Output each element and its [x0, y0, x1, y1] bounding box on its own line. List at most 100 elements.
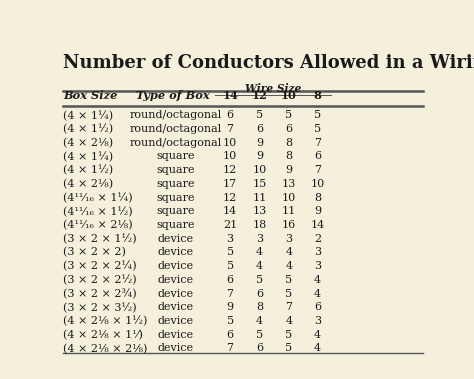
Text: 8: 8: [256, 302, 263, 312]
Text: 10: 10: [223, 152, 237, 161]
Text: 13: 13: [282, 179, 296, 189]
Text: device: device: [158, 261, 194, 271]
Text: 7: 7: [285, 302, 292, 312]
Text: square: square: [156, 179, 195, 189]
Text: 2: 2: [314, 234, 321, 244]
Text: 3: 3: [227, 234, 234, 244]
Text: 8: 8: [314, 193, 321, 202]
Text: 13: 13: [252, 206, 266, 216]
Text: device: device: [158, 316, 194, 326]
Text: square: square: [156, 220, 195, 230]
Text: 3: 3: [314, 261, 321, 271]
Text: 5: 5: [256, 275, 263, 285]
Text: 11: 11: [252, 193, 266, 202]
Text: 6: 6: [256, 124, 263, 134]
Text: 15: 15: [252, 179, 266, 189]
Text: 8: 8: [285, 152, 292, 161]
Text: 9: 9: [314, 206, 321, 216]
Text: 5: 5: [314, 110, 321, 120]
Text: device: device: [158, 234, 194, 244]
Text: 11: 11: [282, 206, 296, 216]
Text: (4 × 2⅛): (4 × 2⅛): [63, 179, 113, 189]
Text: 9: 9: [256, 138, 263, 148]
Text: 5: 5: [256, 110, 263, 120]
Text: square: square: [156, 165, 195, 175]
Text: 3: 3: [256, 234, 263, 244]
Text: 8: 8: [285, 138, 292, 148]
Text: device: device: [158, 343, 194, 354]
Text: device: device: [158, 288, 194, 299]
Text: 6: 6: [285, 124, 292, 134]
Text: 4: 4: [256, 261, 263, 271]
Text: 7: 7: [227, 124, 234, 134]
Text: 4: 4: [285, 316, 292, 326]
Text: 5: 5: [285, 275, 292, 285]
Text: (4 × 1½): (4 × 1½): [63, 124, 113, 135]
Text: 8: 8: [313, 90, 321, 101]
Text: 10: 10: [281, 90, 297, 101]
Text: 3: 3: [314, 247, 321, 257]
Text: 6: 6: [314, 302, 321, 312]
Text: (4¹¹⁄₁₆ × 1½): (4¹¹⁄₁₆ × 1½): [63, 206, 133, 217]
Text: square: square: [156, 152, 195, 161]
Text: 4: 4: [314, 330, 321, 340]
Text: (4 × 2⅛ × 1½): (4 × 2⅛ × 1½): [63, 316, 147, 327]
Text: 21: 21: [223, 220, 237, 230]
Text: 4: 4: [256, 247, 263, 257]
Text: (4 × 2⅛): (4 × 2⅛): [63, 138, 113, 148]
Text: Box Size: Box Size: [63, 90, 117, 101]
Text: (3 × 2 × 2¼): (3 × 2 × 2¼): [63, 261, 137, 272]
Text: 14: 14: [223, 206, 237, 216]
Text: 10: 10: [310, 179, 324, 189]
Text: 9: 9: [285, 165, 292, 175]
Text: (4 × 2⅛ × 2⅛): (4 × 2⅛ × 2⅛): [63, 343, 147, 354]
Text: 5: 5: [227, 316, 234, 326]
Text: round/octagonal: round/octagonal: [130, 124, 222, 134]
Text: 10: 10: [282, 193, 296, 202]
Text: 6: 6: [256, 288, 263, 299]
Text: 6: 6: [227, 275, 234, 285]
Text: 17: 17: [223, 179, 237, 189]
Text: 6: 6: [256, 343, 263, 354]
Text: square: square: [156, 193, 195, 202]
Text: device: device: [158, 247, 194, 257]
Text: 12: 12: [223, 193, 237, 202]
Text: (4 × 1¼): (4 × 1¼): [63, 152, 113, 162]
Text: device: device: [158, 275, 194, 285]
Text: 14: 14: [222, 90, 238, 101]
Text: 7: 7: [227, 288, 234, 299]
Text: 14: 14: [310, 220, 324, 230]
Text: 3: 3: [285, 234, 292, 244]
Text: round/octagonal: round/octagonal: [130, 138, 222, 148]
Text: 18: 18: [252, 220, 266, 230]
Text: (4¹¹⁄₁₆ × 2⅛): (4¹¹⁄₁₆ × 2⅛): [63, 220, 133, 230]
Text: 5: 5: [285, 110, 292, 120]
Text: 12: 12: [252, 90, 267, 101]
Text: 16: 16: [282, 220, 296, 230]
Text: 9: 9: [227, 302, 234, 312]
Text: 5: 5: [227, 261, 234, 271]
Text: 4: 4: [314, 275, 321, 285]
Text: 4: 4: [256, 316, 263, 326]
Text: 5: 5: [314, 124, 321, 134]
Text: Wire Size: Wire Size: [245, 83, 301, 94]
Text: Number of Conductors Allowed in a Wiring Box: Number of Conductors Allowed in a Wiring…: [63, 54, 474, 72]
Text: 12: 12: [223, 165, 237, 175]
Text: (3 × 2 × 3½): (3 × 2 × 3½): [63, 302, 137, 313]
Text: 4: 4: [285, 247, 292, 257]
Text: 7: 7: [227, 343, 234, 354]
Text: (4 × 1¼): (4 × 1¼): [63, 110, 113, 121]
Text: 6: 6: [227, 330, 234, 340]
Text: (3 × 2 × 2¾): (3 × 2 × 2¾): [63, 288, 137, 299]
Text: 9: 9: [256, 152, 263, 161]
Text: device: device: [158, 330, 194, 340]
Text: (3 × 2 × 1½): (3 × 2 × 1½): [63, 234, 137, 244]
Text: 6: 6: [227, 110, 234, 120]
Text: (4 × 2⅛ × 1⅟): (4 × 2⅛ × 1⅟): [63, 330, 143, 340]
Text: square: square: [156, 206, 195, 216]
Text: (3 × 2 × 2½): (3 × 2 × 2½): [63, 275, 137, 285]
Text: (3 × 2 × 2): (3 × 2 × 2): [63, 247, 126, 258]
Text: 4: 4: [314, 288, 321, 299]
Text: 10: 10: [223, 138, 237, 148]
Text: round/octagonal: round/octagonal: [130, 110, 222, 120]
